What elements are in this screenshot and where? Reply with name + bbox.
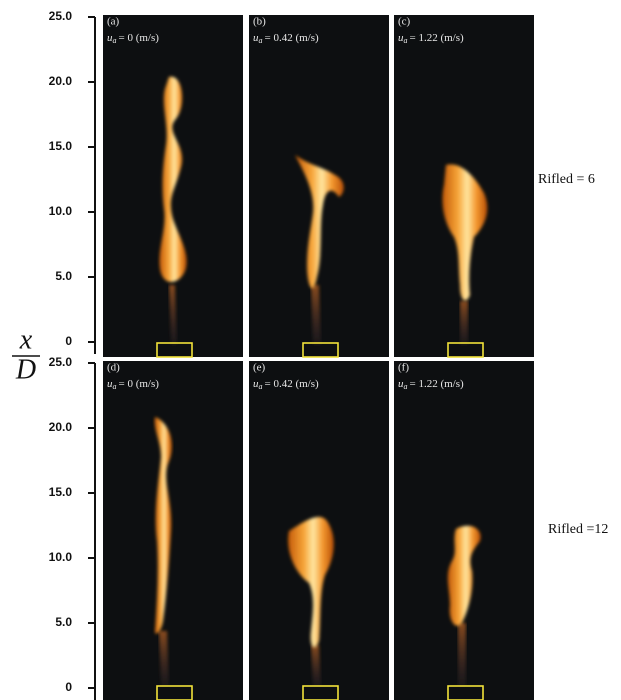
velocity-value: = 1.22 (m/s) [410, 378, 465, 390]
tick-label: 10.0 [49, 204, 73, 218]
velocity-value: = 0.42 (m/s) [265, 378, 320, 390]
tick-label: 0 [65, 680, 72, 694]
tick-label: 10.0 [49, 550, 73, 564]
panel-id: (f) [398, 362, 409, 374]
figure: x D 25.0 20.0 15.0 10.0 5.0 0 25.0 20.0 15.0 10.0… [0, 0, 621, 700]
tick-label: 0 [65, 334, 72, 348]
photo-panel: (b)ua= 0.42 (m/s) [249, 15, 389, 357]
tick-label: 20.0 [49, 420, 73, 434]
axis-label: x D [12, 324, 40, 385]
tick-label: 5.0 [55, 269, 72, 283]
velocity-value: = 0.42 (m/s) [265, 32, 320, 44]
tick-label: 5.0 [55, 615, 72, 629]
panel-id: (d) [107, 362, 120, 374]
panel-id: (e) [253, 362, 266, 374]
photo-panel: (c)ua= 1.22 (m/s) [394, 15, 534, 357]
tick-label: 20.0 [49, 74, 73, 88]
velocity-subscript: a [404, 36, 408, 45]
panel-id: (c) [398, 16, 411, 28]
panel-id: (b) [253, 16, 266, 28]
velocity-subscript: a [259, 36, 263, 45]
tick-label: 15.0 [49, 139, 73, 153]
velocity-subscript: a [404, 382, 408, 391]
row-label: Rifled =12 [548, 522, 608, 537]
tick-label: 25.0 [49, 9, 73, 23]
row-label: Rifled = 6 [538, 172, 595, 187]
tick-label: 15.0 [49, 485, 73, 499]
velocity-value: = 0 (m/s) [119, 378, 160, 390]
tick-label: 25.0 [49, 355, 73, 369]
photo-panel: (f)ua= 1.22 (m/s) [394, 361, 534, 700]
velocity-subscript: a [113, 36, 117, 45]
velocity-subscript: a [113, 382, 117, 391]
velocity-subscript: a [259, 382, 263, 391]
photo-background [103, 361, 243, 700]
flame-stem [458, 623, 466, 686]
axis-label-numerator: x [19, 324, 33, 355]
photo-panel: (e)ua= 0.42 (m/s) [249, 361, 389, 700]
axis-label-denominator: D [15, 354, 36, 385]
panel-id: (a) [107, 16, 120, 28]
velocity-value: = 0 (m/s) [119, 32, 160, 44]
photo-panel: (a)ua= 0 (m/s) [103, 15, 243, 357]
flame-stem [460, 301, 468, 345]
velocity-value: = 1.22 (m/s) [410, 32, 465, 44]
photo-panel: (d)ua= 0 (m/s) [103, 361, 243, 700]
